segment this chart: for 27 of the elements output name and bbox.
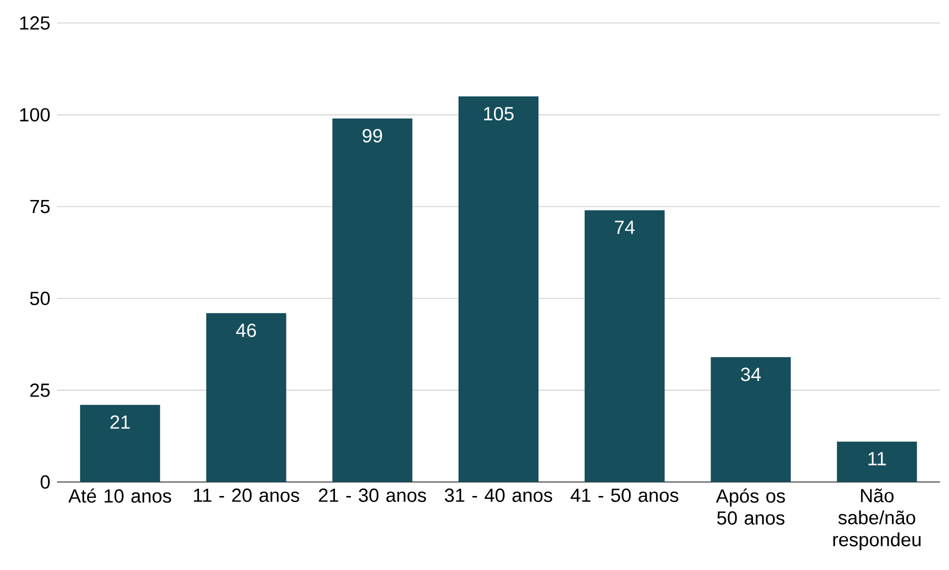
y-tick-label: 0 — [40, 475, 50, 489]
y-tick-label: 125 — [20, 16, 50, 30]
y-tick-label: 50 — [30, 292, 50, 306]
bar — [836, 442, 917, 482]
x-tick-label: Não sabe/não respondeu — [833, 488, 921, 550]
x-tick-label: Até 10 anos — [68, 488, 172, 503]
bar — [80, 404, 160, 482]
data-label: 74 — [615, 220, 635, 234]
x-tick-label: 11 - 20 anos — [194, 488, 300, 502]
data-label: 11 — [868, 452, 886, 466]
x-tick-label: Após os 50 anos — [716, 488, 785, 525]
x-tick-label: 41 - 50 anos — [570, 488, 678, 502]
bar — [584, 210, 665, 482]
y-tick-label: 100 — [20, 108, 50, 122]
x-tick-label: 31 - 40 anos — [444, 488, 552, 502]
y-tick-label: 25 — [30, 383, 50, 397]
data-label: 105 — [484, 106, 514, 120]
data-label: 34 — [740, 368, 761, 382]
x-tick-label: 21 - 30 anos — [318, 488, 426, 502]
bar — [458, 96, 538, 482]
y-tick-label: 75 — [30, 200, 50, 214]
data-label: 21 — [110, 415, 130, 429]
bar — [332, 118, 412, 482]
data-label: 99 — [362, 129, 382, 142]
data-label: 46 — [236, 324, 256, 338]
bar — [206, 313, 286, 482]
bar — [710, 357, 791, 482]
